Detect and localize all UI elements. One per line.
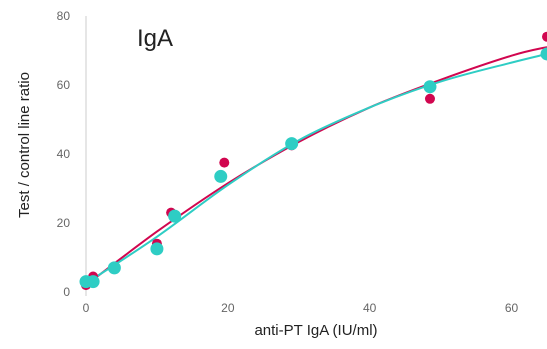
fit-curve-2 bbox=[85, 52, 547, 285]
y-tick-label: 80 bbox=[57, 9, 71, 23]
data-point bbox=[219, 157, 230, 168]
x-tick-label: 40 bbox=[363, 301, 377, 315]
data-point bbox=[540, 47, 547, 61]
series-layer bbox=[79, 31, 547, 291]
chart-title: IgA bbox=[137, 25, 173, 52]
y-axis-label: Test / control line ratio bbox=[16, 72, 33, 218]
data-point bbox=[168, 209, 182, 223]
data-point bbox=[285, 137, 299, 151]
fit-curve-1 bbox=[85, 46, 547, 286]
y-tick-label: 20 bbox=[57, 216, 71, 230]
data-point bbox=[214, 169, 228, 183]
series-2 bbox=[85, 52, 547, 285]
x-axis-label: anti-PT IgA (IU/ml) bbox=[254, 322, 377, 339]
data-point bbox=[107, 261, 121, 275]
x-tick-label: 0 bbox=[83, 301, 90, 315]
x-tick-label: 60 bbox=[505, 301, 519, 315]
series-points-2 bbox=[79, 47, 547, 289]
tick-labels: 0 20 40 60 80 0 20 40 60 bbox=[57, 9, 519, 315]
y-tick-label: 60 bbox=[57, 78, 71, 92]
data-point bbox=[542, 31, 547, 42]
data-point bbox=[424, 93, 435, 104]
data-point bbox=[86, 275, 100, 289]
series-1 bbox=[85, 46, 547, 286]
y-tick-label: 0 bbox=[63, 285, 70, 299]
x-tick-label: 20 bbox=[221, 301, 235, 315]
y-tick-label: 40 bbox=[57, 147, 71, 161]
data-point bbox=[150, 242, 164, 256]
data-point bbox=[423, 80, 437, 94]
